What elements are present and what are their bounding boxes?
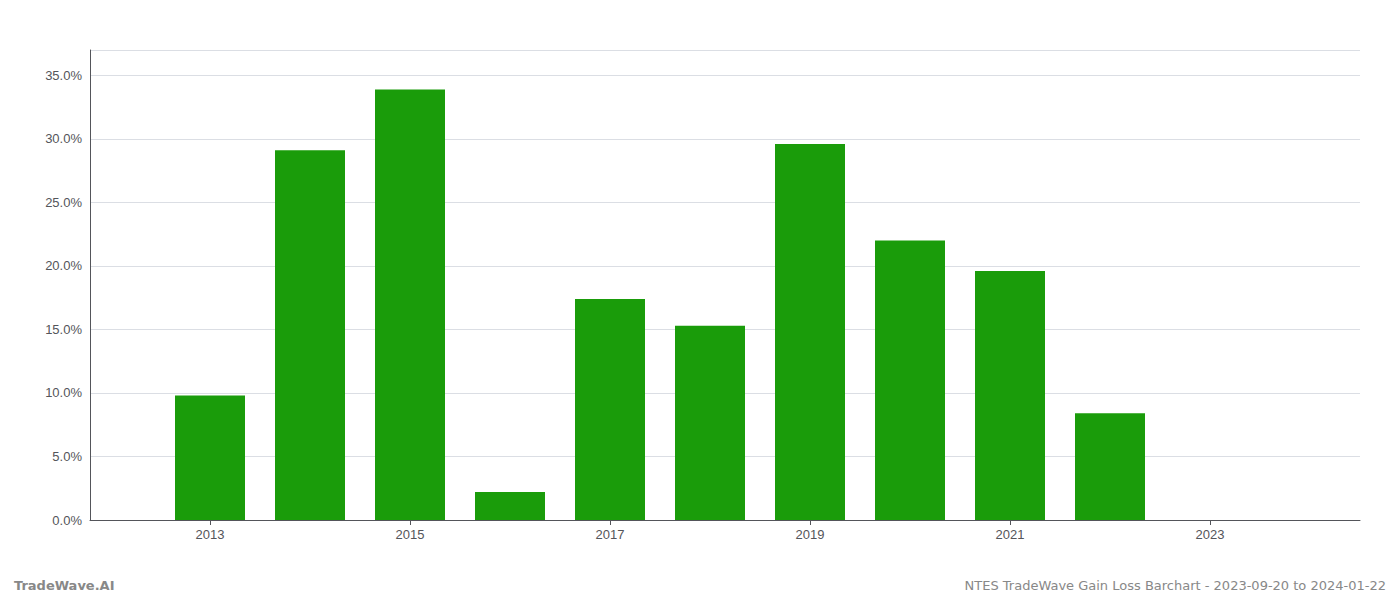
- svg-text:15.0%: 15.0%: [45, 322, 82, 337]
- svg-text:35.0%: 35.0%: [45, 68, 82, 83]
- svg-text:2013: 2013: [196, 527, 225, 542]
- svg-text:5.0%: 5.0%: [52, 449, 82, 464]
- svg-text:0.0%: 0.0%: [52, 513, 82, 528]
- svg-text:10.0%: 10.0%: [45, 385, 82, 400]
- svg-text:30.0%: 30.0%: [45, 131, 82, 146]
- svg-text:2017: 2017: [596, 527, 625, 542]
- svg-text:2021: 2021: [996, 527, 1025, 542]
- svg-text:NTES TradeWave Gain Loss Barch: NTES TradeWave Gain Loss Barchart - 2023…: [965, 578, 1386, 593]
- svg-text:2019: 2019: [796, 527, 825, 542]
- svg-text:25.0%: 25.0%: [45, 195, 82, 210]
- svg-text:TradeWave.AI: TradeWave.AI: [14, 578, 115, 593]
- svg-text:20.0%: 20.0%: [45, 258, 82, 273]
- svg-text:2015: 2015: [396, 527, 425, 542]
- svg-text:2023: 2023: [1196, 527, 1225, 542]
